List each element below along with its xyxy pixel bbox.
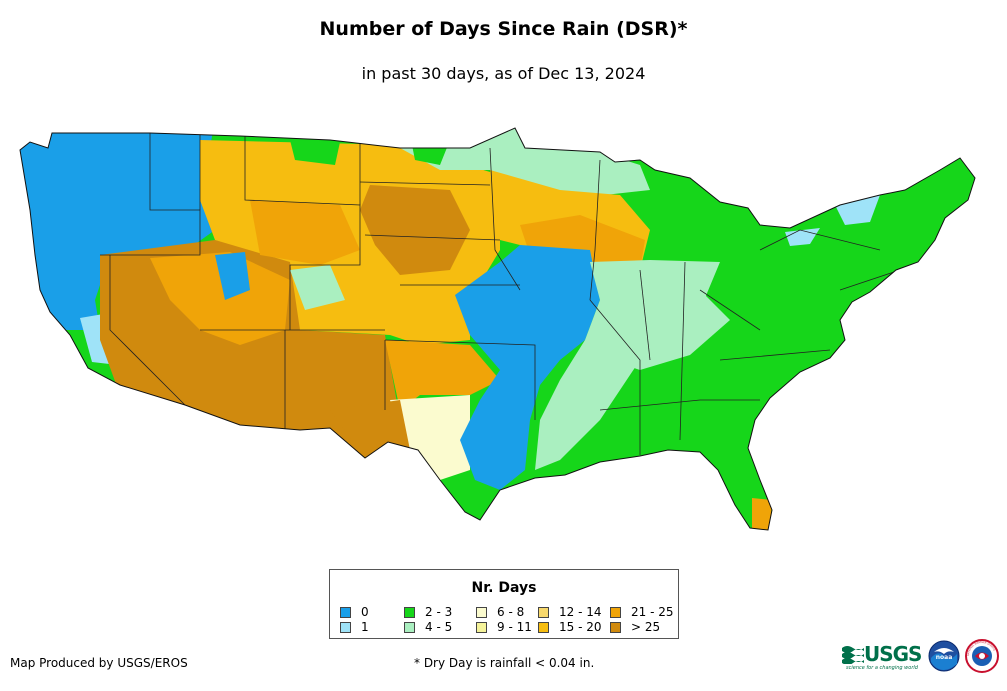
legend-swatch — [538, 607, 549, 618]
legend-label: 2 - 3 — [425, 605, 453, 619]
dsr-zones — [20, 128, 975, 530]
legend-swatch — [476, 607, 487, 618]
legend-item: 15 - 20 — [538, 621, 602, 633]
legend-label: 1 — [361, 620, 369, 634]
legend-swatch — [610, 607, 621, 618]
legend-title: Nr. Days — [471, 580, 537, 596]
legend-item: 4 - 5 — [404, 621, 452, 633]
zone-central-0 — [455, 245, 600, 490]
legend-item: 12 - 14 — [538, 606, 602, 618]
legend-swatch — [340, 607, 351, 618]
zone-mt2-2-3 — [290, 140, 340, 165]
zone-west-0 — [20, 128, 215, 330]
zone-ohio-4-5 — [600, 290, 730, 370]
legend-label: 21 - 25 — [631, 605, 674, 619]
noaa-text: noaa — [936, 654, 953, 661]
zone-fl-21-25 — [752, 498, 772, 530]
legend-label: > 25 — [631, 620, 661, 634]
legend-item: 6 - 8 — [476, 606, 524, 618]
legend-swatch — [538, 622, 549, 633]
zone-wy-21-25 — [250, 200, 360, 265]
us-outline — [19, 127, 976, 531]
legend-label: 12 - 14 — [559, 605, 602, 619]
state-boundaries — [100, 130, 901, 455]
legend-label: 15 - 20 — [559, 620, 602, 634]
usgs-tagline: science for a changing world — [846, 665, 918, 671]
legend-item: 0 — [340, 606, 369, 618]
zone-plains-25plus — [360, 185, 470, 275]
legend-swatch — [340, 622, 351, 633]
legend-label: 9 - 11 — [497, 620, 532, 634]
noaa-logo: noaa — [928, 640, 960, 672]
map-subtitle: in past 30 days, as of Dec 13, 2024 — [361, 64, 646, 83]
legend-item: > 25 — [610, 621, 660, 633]
legend-swatch — [476, 622, 487, 633]
zone-tx-6-8 — [390, 395, 470, 480]
footnote-text: * Dry Day is rainfall < 0.04 in. — [414, 656, 595, 670]
usgs-text: USGS — [864, 642, 922, 666]
usgs-wave-icon — [842, 646, 864, 664]
legend-swatch — [404, 622, 415, 633]
map-title: Number of Days Since Rain (DSR)* — [319, 18, 688, 40]
legend-label: 6 - 8 — [497, 605, 525, 619]
zone-ok-21-25 — [385, 340, 500, 410]
legend-label: 0 — [361, 605, 369, 619]
legend-item: 1 — [340, 621, 369, 633]
credit-text: Map Produced by USGS/EROS — [10, 656, 188, 670]
nws-logo: NATIONAL WEATHER SERVICE — [965, 639, 999, 673]
zone-co-4-5 — [290, 265, 345, 310]
zone-basin-21-25 — [150, 252, 290, 345]
legend-item: 9 - 11 — [476, 621, 532, 633]
legend-swatch — [404, 607, 415, 618]
legend-item: 21 - 25 — [610, 606, 674, 618]
legend-label: 4 - 5 — [425, 620, 453, 634]
legend-item: 2 - 3 — [404, 606, 452, 618]
legend-swatch — [610, 622, 621, 633]
zone-ut-0 — [215, 252, 250, 300]
agency-logos: USGS science for a changing world noaa N… — [842, 636, 1002, 678]
